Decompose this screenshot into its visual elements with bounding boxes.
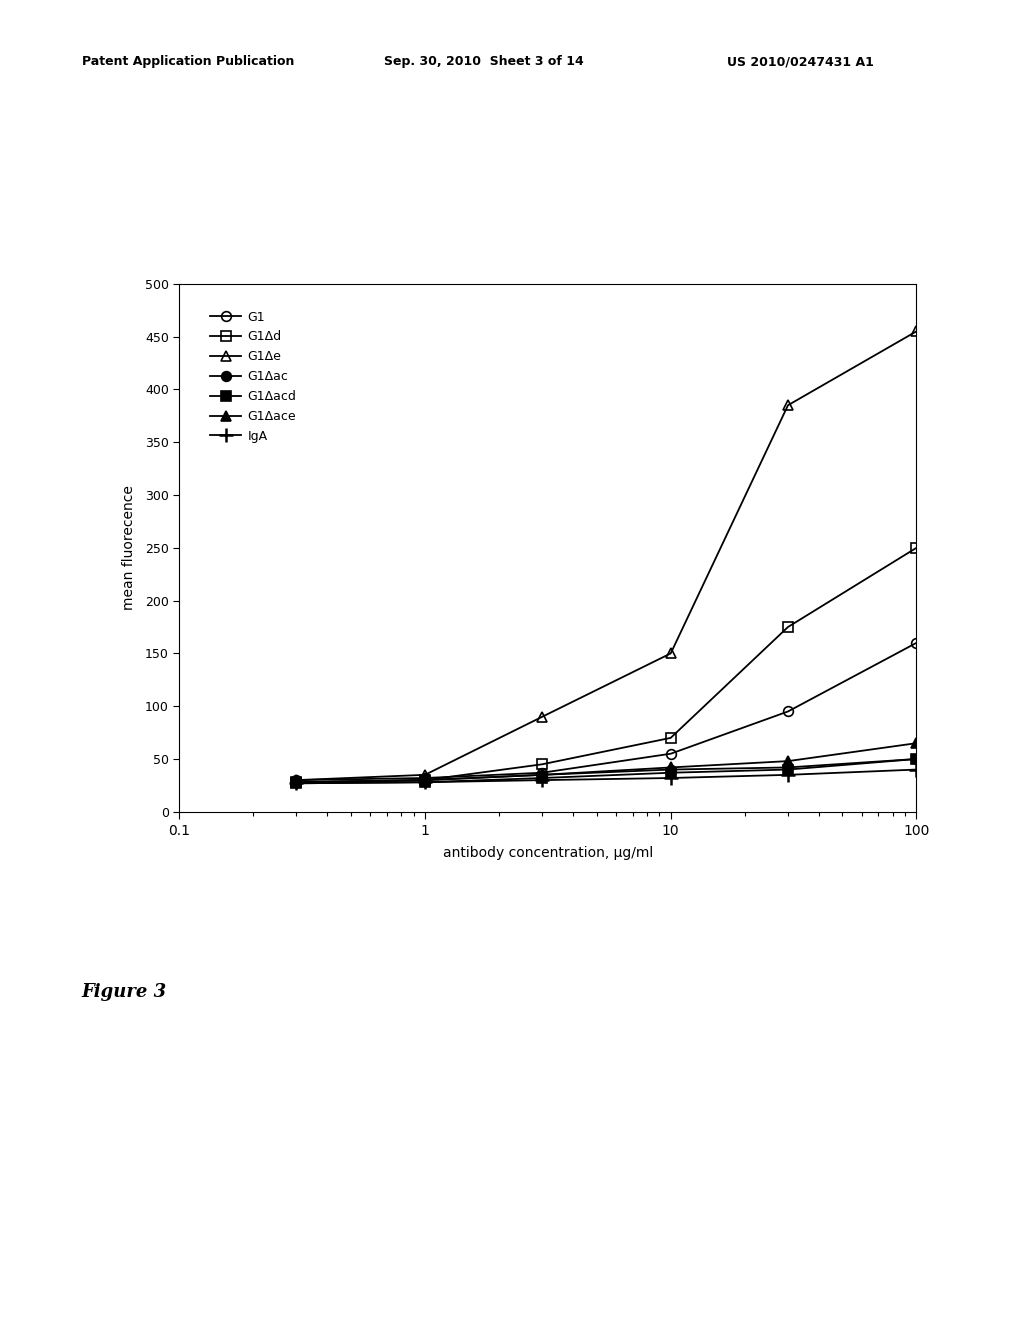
G1Δacd <box>537 770 549 785</box>
G1 <box>419 770 431 785</box>
G1 <box>291 772 303 788</box>
Line: G1Δace: G1Δace <box>292 738 922 787</box>
G1Δac <box>782 759 795 775</box>
Text: Patent Application Publication: Patent Application Publication <box>82 55 294 69</box>
Y-axis label: mean fluorecence: mean fluorecence <box>123 486 136 610</box>
G1Δace <box>910 735 923 751</box>
G1Δacd <box>291 775 303 791</box>
G1Δd <box>782 619 795 635</box>
IgA <box>419 775 431 791</box>
G1Δe <box>419 767 431 783</box>
G1Δd <box>291 775 303 791</box>
G1Δac <box>419 772 431 788</box>
G1 <box>782 704 795 719</box>
G1Δace <box>419 772 431 788</box>
G1Δace <box>782 754 795 770</box>
Text: Figure 3: Figure 3 <box>82 983 167 1002</box>
G1Δace <box>665 759 677 775</box>
X-axis label: antibody concentration, μg/ml: antibody concentration, μg/ml <box>442 846 653 859</box>
Legend: G1, G1Δd, G1Δe, G1Δac, G1Δacd, G1Δace, IgA: G1, G1Δd, G1Δe, G1Δac, G1Δacd, G1Δace, I… <box>201 301 306 453</box>
G1Δacd <box>419 775 431 791</box>
G1Δacd <box>910 751 923 767</box>
G1Δace <box>291 775 303 791</box>
Line: G1Δacd: G1Δacd <box>292 754 922 788</box>
G1Δe <box>665 645 677 661</box>
Line: G1Δe: G1Δe <box>292 326 922 785</box>
Text: US 2010/0247431 A1: US 2010/0247431 A1 <box>727 55 873 69</box>
IgA <box>910 762 923 777</box>
G1Δac <box>910 751 923 767</box>
G1Δd <box>910 540 923 556</box>
Line: G1Δd: G1Δd <box>292 543 922 787</box>
G1Δac <box>665 762 677 777</box>
G1Δacd <box>665 764 677 780</box>
G1Δe <box>910 323 923 339</box>
G1Δac <box>537 767 549 783</box>
G1Δe <box>291 772 303 788</box>
G1Δacd <box>782 762 795 777</box>
G1Δe <box>537 709 549 725</box>
IgA <box>782 767 795 783</box>
Line: IgA: IgA <box>290 763 924 791</box>
G1 <box>537 764 549 780</box>
Line: G1: G1 <box>292 638 922 785</box>
G1Δd <box>537 756 549 772</box>
G1Δe <box>782 397 795 413</box>
Line: G1Δac: G1Δac <box>292 754 922 787</box>
G1 <box>910 635 923 651</box>
Text: Sep. 30, 2010  Sheet 3 of 14: Sep. 30, 2010 Sheet 3 of 14 <box>384 55 584 69</box>
G1Δace <box>537 767 549 783</box>
G1Δd <box>665 730 677 746</box>
G1Δac <box>291 775 303 791</box>
IgA <box>665 770 677 785</box>
IgA <box>291 775 303 791</box>
G1Δd <box>419 772 431 788</box>
IgA <box>537 772 549 788</box>
G1 <box>665 746 677 762</box>
